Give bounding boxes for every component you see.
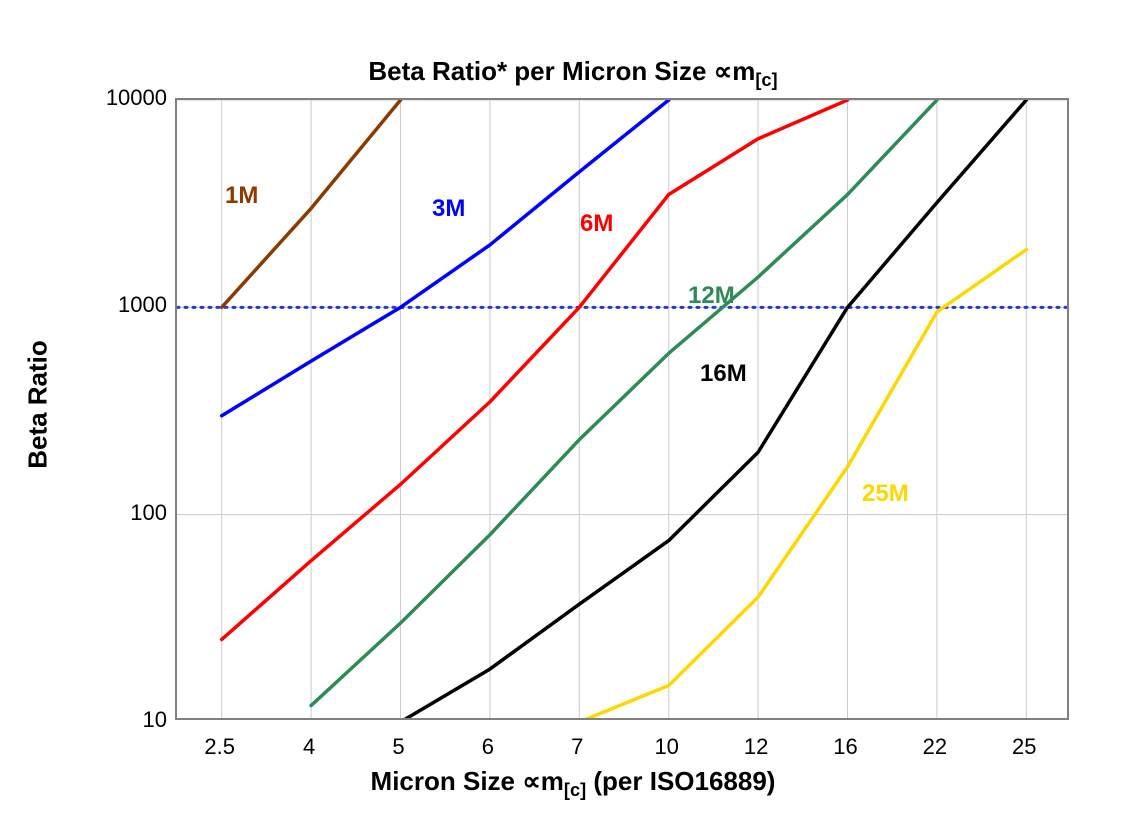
y-axis-label: Beta Ratio	[23, 305, 54, 505]
series-label-1M: 1M	[225, 182, 258, 210]
x-axis-label: Micron Size ∝m[c] (per ISO16889)	[0, 766, 1146, 801]
x-tick-label: 10	[637, 734, 697, 760]
x-tick-label: 7	[547, 734, 607, 760]
x-tick-label: 16	[816, 734, 876, 760]
x-axis-label-text: Micron Size ∝m[c] (per ISO16889)	[371, 766, 776, 796]
y-tick-label: 10000	[77, 85, 167, 111]
chart-title: Beta Ratio* per Micron Size ∝m[c]	[0, 56, 1146, 91]
series-label-6M: 6M	[580, 210, 613, 238]
chart-title-text: Beta Ratio* per Micron Size ∝m[c]	[368, 56, 777, 86]
x-tick-label: 6	[458, 734, 518, 760]
series-label-12M: 12M	[688, 282, 735, 310]
y-axis-label-text: Beta Ratio	[23, 340, 53, 469]
series-label-25M: 25M	[862, 480, 909, 508]
y-tick-label: 100	[77, 500, 167, 526]
x-tick-label: 4	[279, 734, 339, 760]
plot-area	[175, 98, 1069, 720]
y-tick-label: 1000	[77, 292, 167, 318]
x-tick-label: 12	[726, 734, 786, 760]
series-label-16M: 16M	[700, 360, 747, 388]
x-tick-label: 25	[994, 734, 1054, 760]
y-tick-label: 10	[77, 707, 167, 733]
x-tick-label: 22	[905, 734, 965, 760]
series-label-3M: 3M	[432, 195, 465, 223]
chart-container: Beta Ratio* per Micron Size ∝m[c] Beta R…	[0, 0, 1146, 818]
x-tick-label: 2.5	[190, 734, 250, 760]
x-tick-label: 5	[369, 734, 429, 760]
